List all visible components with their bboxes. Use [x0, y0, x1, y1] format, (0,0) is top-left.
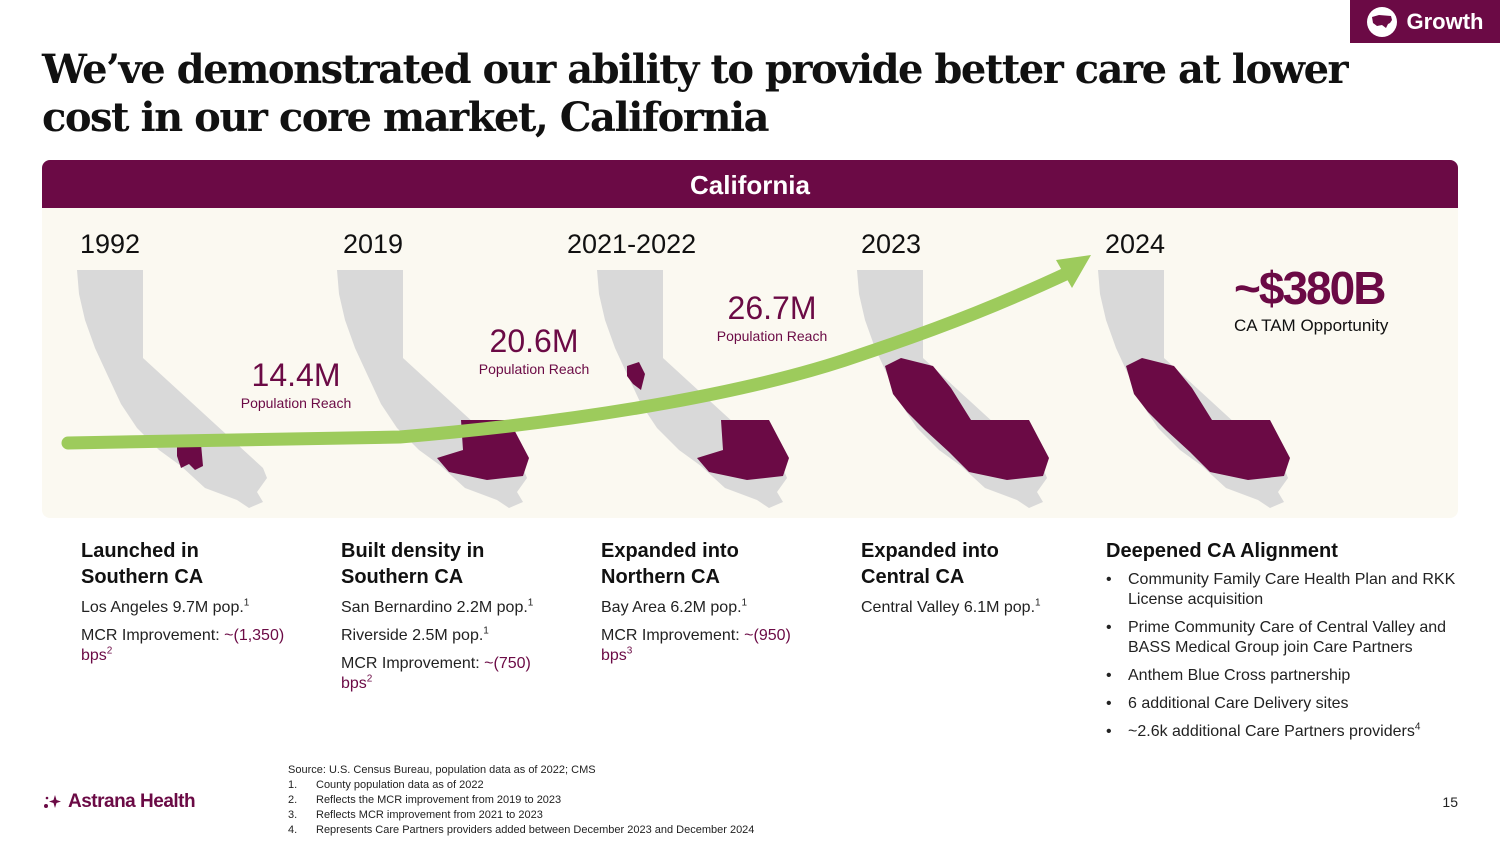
alignment-list: Community Family Care Health Plan and RK…	[1106, 570, 1456, 742]
milestone-detail: Riverside 2.5M pop.1	[341, 625, 489, 644]
list-item: ~2.6k additional Care Partners providers…	[1106, 722, 1456, 742]
reach-label: Population Reach	[240, 395, 352, 411]
reach-value: 26.7M	[727, 290, 817, 326]
milestone-heading: Expanded into Central CA	[861, 540, 999, 588]
tam-label: CA TAM Opportunity	[1234, 316, 1389, 335]
list-item: Anthem Blue Cross partnership	[1106, 666, 1456, 686]
footnotes: Source: U.S. Census Bureau, population d…	[288, 763, 754, 838]
list-item: Community Family Care Health Plan and RK…	[1106, 570, 1456, 610]
milestone-column: Built density in Southern CA San Bernardi…	[341, 538, 581, 694]
year-label: 2024	[1105, 229, 1166, 259]
us-map-icon	[1366, 6, 1397, 37]
tam-value: ~$380B	[1234, 262, 1386, 314]
milestone-column: Expanded into Northern CA Bay Area 6.2M p…	[601, 538, 841, 666]
mcr-improvement: MCR Improvement: ~(950) bps3	[601, 627, 791, 664]
company-logo: Astrana Health	[42, 791, 196, 813]
footnote: 3. Reflects MCR improvement from 2021 to …	[288, 809, 543, 821]
milestone-heading: Expanded into Northern CA	[601, 540, 739, 588]
reach-label: Population Reach	[716, 328, 828, 344]
mcr-improvement: MCR Improvement: ~(1,350) bps2	[81, 627, 285, 664]
reach-callout: 26.7M Population Reach	[712, 290, 832, 344]
logo-text: Astrana Health	[68, 791, 196, 812]
year-label: 2021-2022	[567, 229, 697, 259]
reach-value: 20.6M	[489, 323, 579, 359]
section-badge: Growth	[1350, 0, 1500, 43]
mcr-improvement: MCR Improvement: ~(750) bps2	[341, 655, 531, 692]
page-title: We’ve demonstrated our ability to provid…	[42, 46, 1349, 141]
footnote: 2. Reflects the MCR improvement from 2019…	[288, 794, 562, 806]
footnote: 1. County population data as of 2022	[288, 779, 484, 791]
milestone-heading: Built density in Southern CA	[341, 540, 485, 588]
panel-header: California	[42, 160, 1458, 208]
year-label: 2023	[861, 229, 922, 259]
year-label: 1992	[80, 229, 141, 259]
source-note: Source: U.S. Census Bureau, population d…	[288, 764, 596, 776]
tam-callout: ~$380B CA TAM Opportunity	[1234, 262, 1388, 336]
reach-label: Population Reach	[478, 361, 590, 377]
reach-callout: 14.4M Population Reach	[236, 357, 356, 411]
badge-label: Growth	[1406, 8, 1484, 34]
milestone-detail: San Bernardino 2.2M pop.1	[341, 597, 534, 616]
list-item: Prime Community Care of Central Valley a…	[1106, 618, 1456, 658]
year-label: 2019	[343, 229, 404, 259]
reach-value: 14.4M	[251, 357, 341, 393]
milestone-column: Launched in Southern CA Los Angeles 9.7M …	[81, 538, 321, 666]
milestone-column: Deepened CA Alignment Community Family C…	[1106, 538, 1456, 750]
milestone-detail: Bay Area 6.2M pop.1	[601, 597, 748, 616]
list-item: 6 additional Care Delivery sites	[1106, 694, 1456, 714]
milestone-detail: Los Angeles 9.7M pop.1	[81, 597, 250, 616]
milestone-heading: Launched in Southern CA	[81, 540, 204, 588]
milestone-heading: Deepened CA Alignment	[1106, 540, 1338, 562]
astrana-sparkle-icon	[44, 795, 61, 808]
reach-callout: 20.6M Population Reach	[474, 323, 594, 377]
footnote: 4. Represents Care Partners providers add…	[288, 824, 755, 836]
page-number: 15	[1442, 794, 1458, 810]
milestone-column: Expanded into Central CA Central Valley 6…	[861, 538, 1091, 618]
milestone-detail: Central Valley 6.1M pop.1	[861, 597, 1041, 616]
